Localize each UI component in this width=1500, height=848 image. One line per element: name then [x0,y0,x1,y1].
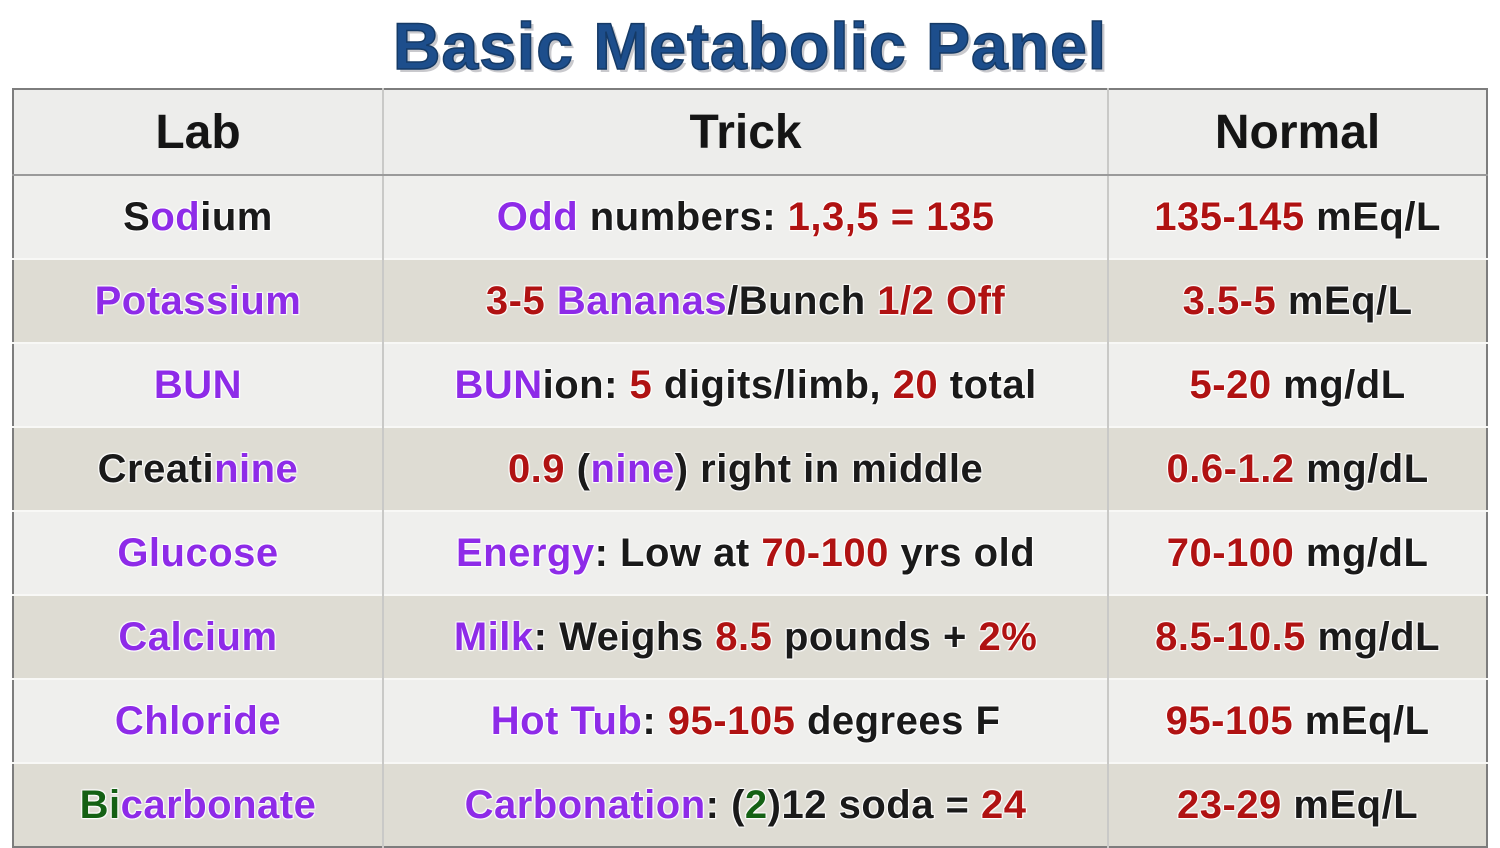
page-title: Basic Metabolic Panel [392,8,1108,84]
table-row-bicarbonate: Bicarbonate Carbonation: (2)12 soda = 24… [13,763,1487,847]
normal-cell-calcium: 8.5-10.5 mg/dL [1107,595,1487,679]
trick-cell-bun: BUNion: 5 digits/limb, 20 total [381,343,1109,427]
table-row-bun: BUN BUNion: 5 digits/limb, 20 total 5-20… [13,343,1487,427]
table-row-potassium: Potassium 3-5 Bananas/Bunch 1/2 Off 3.5-… [13,259,1487,343]
lab-cell-sodium: Sodium [123,194,273,239]
table-row-chloride: Chloride Hot Tub: 95-105 degrees F 95-10… [13,679,1487,763]
bmp-table: Lab Trick Normal Sodium Odd numbers: 1,3… [12,88,1488,848]
normal-cell-chloride: 95-105 mEq/L [1107,679,1487,763]
trick-cell-sodium: Odd numbers: 1,3,5 = 135 [381,175,1109,259]
table-row-glucose: Glucose Energy: Low at 70-100 yrs old 70… [13,511,1487,595]
trick-cell-creatinine: 0.9 (nine) right in middle [381,427,1109,511]
normal-cell-bicarbonate: 23-29 mEq/L [1107,763,1487,847]
header-lab: Lab [13,89,383,176]
table-row-calcium: Calcium Milk: Weighs 8.5 pounds + 2% 8.5… [13,595,1487,679]
normal-cell-bun: 5-20 mg/dL [1107,343,1487,427]
lab-cell-chloride: Chloride [114,698,282,743]
lab-cell-glucose: Glucose [117,530,279,575]
lab-cell-bun: BUN [153,362,243,407]
trick-cell-glucose: Energy: Low at 70-100 yrs old [381,511,1109,595]
trick-cell-potassium: 3-5 Bananas/Bunch 1/2 Off [381,259,1109,343]
normal-cell-sodium: 135-145 mEq/L [1107,175,1487,259]
normal-cell-creatinine: 0.6-1.2 mg/dL [1107,427,1487,511]
lab-cell-calcium: Calcium [118,614,278,659]
normal-cell-glucose: 70-100 mg/dL [1107,511,1487,595]
header-trick: Trick [381,89,1109,176]
trick-cell-chloride: Hot Tub: 95-105 degrees F [381,679,1109,763]
trick-cell-bicarbonate: Carbonation: (2)12 soda = 24 [381,763,1109,847]
table-row-sodium: Sodium Odd numbers: 1,3,5 = 135 135-145 … [13,175,1487,259]
trick-cell-calcium: Milk: Weighs 8.5 pounds + 2% [381,595,1109,679]
lab-cell-bicarbonate: Bicarbonate [79,782,317,827]
header-normal: Normal [1107,89,1487,176]
normal-cell-potassium: 3.5-5 mEq/L [1107,259,1487,343]
lab-cell-creatinine: Creatinine [97,446,299,491]
table-row-creatinine: Creatinine 0.9 (nine) right in middle 0.… [13,427,1487,511]
header-row: Lab Trick Normal [13,89,1487,176]
lab-cell-potassium: Potassium [94,278,302,323]
